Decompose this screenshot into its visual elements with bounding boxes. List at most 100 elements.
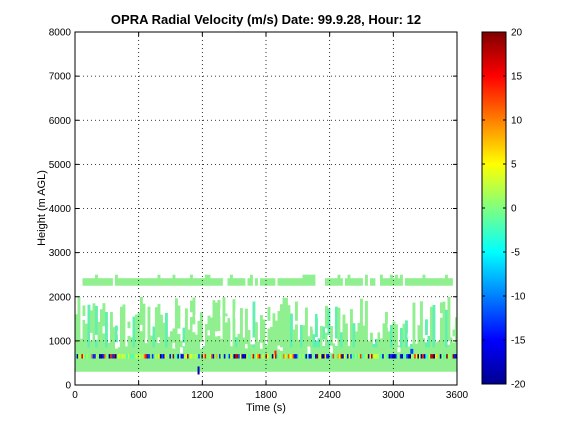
heatmap-cell bbox=[87, 354, 90, 359]
heatmap-cell bbox=[334, 354, 336, 359]
heatmap-cell bbox=[185, 278, 188, 286]
heatmap-gap bbox=[230, 314, 233, 322]
heatmap-gap bbox=[220, 309, 223, 317]
heatmap-cell bbox=[137, 312, 141, 348]
heatmap-cell bbox=[187, 329, 191, 348]
heatmap-cell bbox=[390, 354, 392, 359]
heatmap-cell bbox=[118, 354, 120, 359]
heatmap-cell bbox=[419, 354, 421, 359]
heatmap-cell bbox=[312, 274, 316, 286]
heatmap-cell bbox=[279, 354, 282, 359]
heatmap-gap bbox=[117, 330, 121, 335]
heatmap-cell bbox=[414, 354, 416, 359]
heatmap-cell bbox=[195, 334, 198, 348]
heatmap-cell bbox=[243, 354, 245, 359]
heatmap-cell bbox=[320, 322, 323, 348]
heatmap-gap bbox=[217, 330, 221, 336]
heatmap-gap bbox=[407, 333, 411, 338]
chart-title: OPRA Radial Velocity (m/s) Date: 99.9.28… bbox=[111, 12, 421, 27]
heatmap-cell bbox=[92, 278, 96, 286]
heatmap-cell bbox=[295, 354, 298, 359]
colorbar-tick-label: 10 bbox=[511, 116, 523, 127]
heatmap-cell bbox=[390, 274, 393, 286]
heatmap-cell bbox=[303, 354, 306, 359]
heatmap-cell bbox=[365, 300, 368, 348]
heatmap-cell bbox=[347, 274, 351, 286]
heatmap-cell bbox=[398, 354, 400, 359]
heatmap-cell bbox=[145, 354, 148, 359]
heatmap-gap bbox=[370, 314, 373, 319]
heatmap-cell bbox=[444, 354, 447, 359]
colorbar-tick-label: 20 bbox=[511, 28, 523, 39]
heatmap-cell bbox=[440, 278, 443, 286]
heatmap-cell bbox=[380, 354, 383, 359]
heatmap-cell bbox=[435, 278, 438, 286]
heatmap-cell bbox=[282, 278, 286, 286]
heatmap-cell bbox=[364, 354, 367, 359]
heatmap-cell bbox=[108, 354, 111, 359]
heatmap-cell bbox=[430, 306, 433, 348]
heatmap-cell bbox=[86, 354, 88, 359]
heatmap-cell bbox=[237, 333, 241, 348]
heatmap-cell bbox=[397, 345, 401, 348]
heatmap-cell bbox=[350, 354, 352, 359]
heatmap-cell bbox=[205, 323, 208, 348]
heatmap-cell bbox=[259, 354, 261, 359]
heatmap-cell bbox=[165, 278, 168, 286]
heatmap-cell bbox=[130, 278, 133, 286]
heatmap-cell bbox=[442, 301, 446, 348]
heatmap-cell bbox=[155, 307, 158, 348]
heatmap-gap bbox=[307, 346, 311, 354]
heatmap-cell bbox=[191, 354, 194, 359]
heatmap-cell bbox=[126, 354, 128, 359]
heatmap-cell bbox=[310, 274, 313, 286]
heatmap-cell bbox=[359, 354, 362, 359]
heatmap-cell bbox=[420, 278, 423, 286]
heatmap-cell bbox=[305, 354, 308, 359]
heatmap-cell bbox=[370, 332, 373, 348]
heatmap-cell bbox=[159, 354, 162, 359]
heatmap-cell bbox=[239, 354, 242, 359]
heatmap-cell bbox=[377, 354, 380, 359]
heatmap-cell bbox=[142, 303, 146, 348]
heatmap-cell bbox=[240, 308, 243, 348]
heatmap-cell bbox=[267, 278, 271, 286]
heatmap-cell bbox=[155, 354, 157, 359]
heatmap-cell bbox=[390, 325, 393, 348]
heatmap-gap bbox=[312, 324, 316, 330]
heatmap-cell bbox=[315, 313, 318, 348]
heatmap-cell bbox=[342, 314, 346, 348]
heatmap-cell bbox=[347, 354, 349, 359]
heatmap-cell bbox=[197, 320, 201, 348]
heatmap-cell bbox=[220, 278, 223, 286]
heatmap-cell bbox=[95, 274, 98, 286]
heatmap-cell bbox=[388, 354, 391, 359]
x-tick-label: 1200 bbox=[191, 390, 214, 401]
heatmap-cell bbox=[236, 354, 239, 359]
heatmap-cell bbox=[187, 354, 189, 359]
heatmap-cell bbox=[331, 354, 333, 359]
heatmap-cell bbox=[273, 354, 276, 359]
heatmap-cell bbox=[270, 326, 273, 348]
heatmap-cell bbox=[323, 354, 325, 359]
heatmap-cell bbox=[447, 296, 451, 348]
heatmap-cell bbox=[80, 338, 83, 348]
heatmap-cell bbox=[443, 354, 445, 359]
heatmap-cell bbox=[103, 354, 106, 359]
heatmap-cell bbox=[292, 329, 296, 348]
heatmap-cell bbox=[162, 322, 166, 348]
heatmap-cell bbox=[405, 278, 408, 286]
heatmap-cell bbox=[262, 278, 266, 286]
heatmap-gap bbox=[235, 311, 238, 319]
heatmap-cell bbox=[167, 354, 170, 359]
heatmap-cell bbox=[251, 354, 253, 359]
heatmap-cell bbox=[371, 354, 373, 359]
heatmap-cell bbox=[122, 304, 126, 348]
heatmap-gap bbox=[267, 320, 271, 329]
y-tick-label: 4000 bbox=[49, 204, 72, 215]
heatmap-cell bbox=[163, 354, 165, 359]
heatmap-cell bbox=[392, 278, 396, 286]
heatmap-gap bbox=[387, 323, 391, 328]
heatmap-gap bbox=[85, 316, 88, 324]
heatmap-cell bbox=[148, 354, 151, 359]
